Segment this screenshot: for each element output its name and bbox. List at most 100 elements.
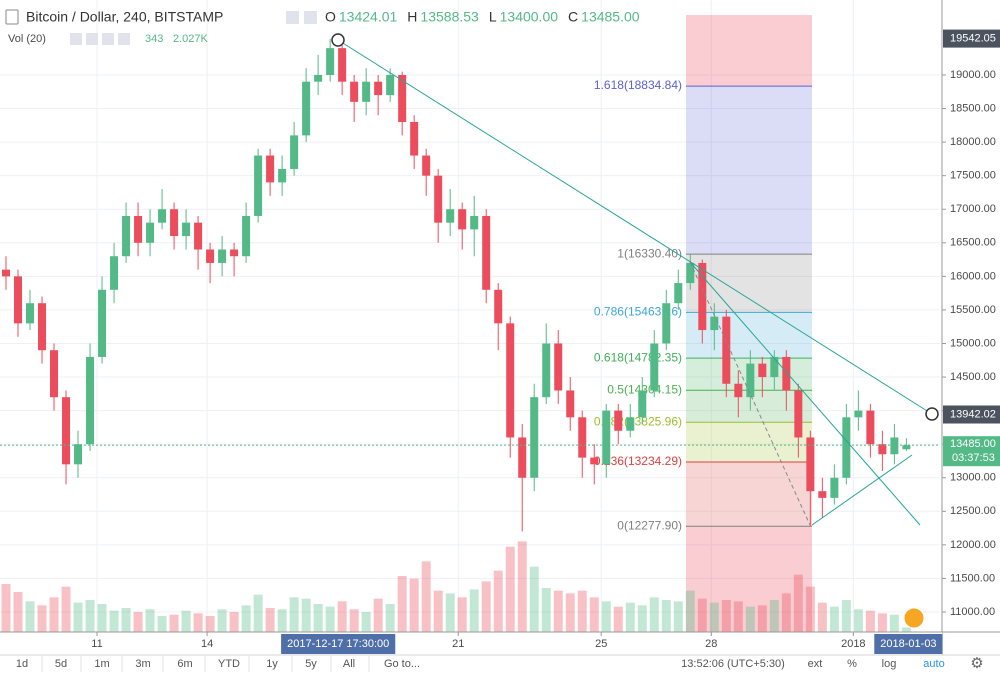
candle-body <box>806 437 815 492</box>
volume-bar <box>469 589 479 632</box>
countdown-label: 03:37:53 <box>952 452 995 464</box>
volume-bar <box>745 606 755 632</box>
volume-bar <box>865 610 875 632</box>
candle-body <box>254 155 263 216</box>
volume-bar <box>517 541 527 632</box>
settings-icon[interactable] <box>286 11 299 24</box>
vol-icon[interactable] <box>70 33 82 45</box>
candle-body <box>278 168 287 183</box>
candle-body <box>50 350 59 398</box>
y-tick-label: 18500.00 <box>950 102 996 114</box>
vol-icon[interactable] <box>86 33 98 45</box>
candle-body <box>218 249 227 263</box>
y-tick-label: 11000.00 <box>950 606 995 618</box>
candle-body <box>650 343 659 391</box>
candle-body <box>746 363 755 398</box>
candle-body <box>206 249 215 263</box>
volume-bar <box>757 605 767 632</box>
fib-band <box>686 422 812 463</box>
volume-bar <box>625 602 635 632</box>
candle-body <box>74 444 83 465</box>
current-price-label: 13485.00 <box>950 438 996 450</box>
candle-body <box>314 74 323 82</box>
anchor-point[interactable] <box>331 33 345 47</box>
candle-body <box>518 437 527 478</box>
candle-body <box>374 81 383 96</box>
candle-body <box>494 289 503 324</box>
candle-body <box>590 457 599 465</box>
volume-bar <box>565 593 575 632</box>
x-tick-label: 2018 <box>841 638 865 650</box>
candle-body <box>722 316 731 384</box>
candle-body <box>482 215 491 290</box>
candle-body <box>830 477 839 498</box>
y-tick-label: 12000.00 <box>950 539 996 551</box>
x-tick-label: 25 <box>595 638 607 650</box>
candle-body <box>86 356 95 445</box>
ohlc-key: L <box>489 9 497 25</box>
fib-band <box>686 254 812 313</box>
vol-icon[interactable] <box>102 33 114 45</box>
range-button[interactable]: 3m <box>135 658 150 670</box>
ohlc-value: 13485.00 <box>581 9 640 25</box>
range-button[interactable]: YTD <box>218 658 240 670</box>
auto-button[interactable]: auto <box>923 658 944 670</box>
candle-body <box>782 356 791 391</box>
candle-body <box>902 445 911 450</box>
candle-body <box>266 155 275 183</box>
anchor-point[interactable] <box>925 407 939 421</box>
range-button[interactable]: 1m <box>94 658 109 670</box>
toolbar-items: 1d 5d 1m 3m 6m YTD 1y 5y All Go to... 13:52:06 (UT… <box>16 656 945 672</box>
range-button[interactable]: 1d <box>16 658 28 670</box>
candle-body <box>578 417 587 458</box>
gear-icon[interactable]: ⚙ <box>970 655 983 672</box>
candle-body <box>38 303 47 351</box>
option-button[interactable]: ext <box>808 658 823 670</box>
candle-body <box>170 209 179 237</box>
volume-bar <box>361 612 371 632</box>
option-button[interactable]: % <box>847 658 857 670</box>
candle-body <box>638 390 647 418</box>
volume-bar <box>829 606 839 632</box>
candle-body <box>542 343 551 398</box>
volume-bar <box>229 612 239 632</box>
fib-label: 0(12277.90) <box>617 518 682 532</box>
candle-body <box>770 356 779 378</box>
candle-body <box>626 417 635 431</box>
volume-bar <box>733 601 743 632</box>
range-button[interactable]: 1y <box>266 658 278 670</box>
vol-icon[interactable] <box>118 33 130 45</box>
range-button[interactable]: 5d <box>55 658 67 670</box>
candle-body <box>410 121 419 156</box>
y-tick-label: 18000.00 <box>950 136 996 148</box>
candle-body <box>362 81 371 102</box>
flag-icon[interactable] <box>903 607 925 629</box>
candle-body <box>194 222 203 250</box>
candle-body <box>794 390 803 438</box>
volume-bar <box>541 588 551 632</box>
volume-bar <box>877 613 887 632</box>
volume-bar <box>601 601 611 632</box>
range-button[interactable]: All <box>343 658 355 670</box>
volume-bar <box>385 604 395 632</box>
goto-button[interactable]: Go to... <box>384 658 420 670</box>
volume-bar <box>589 597 599 632</box>
candle-body <box>398 74 407 122</box>
range-button[interactable]: 6m <box>177 658 192 670</box>
close-icon[interactable] <box>304 11 317 24</box>
candle-body <box>686 262 695 284</box>
volume-bar <box>685 590 695 632</box>
range-button[interactable]: 5y <box>305 658 317 670</box>
candle-body <box>422 155 431 176</box>
collapse-icon[interactable] <box>5 9 19 25</box>
option-button[interactable]: log <box>882 658 897 670</box>
y-tick-label: 17500.00 <box>950 170 996 182</box>
price-marker-label: 19542.05 <box>950 33 996 45</box>
fib-band <box>686 86 812 255</box>
ohlc-key: C <box>568 9 578 25</box>
volume-bar <box>781 593 791 632</box>
candle-body <box>110 256 119 290</box>
candle-body <box>710 316 719 331</box>
dashed-line <box>689 261 811 526</box>
